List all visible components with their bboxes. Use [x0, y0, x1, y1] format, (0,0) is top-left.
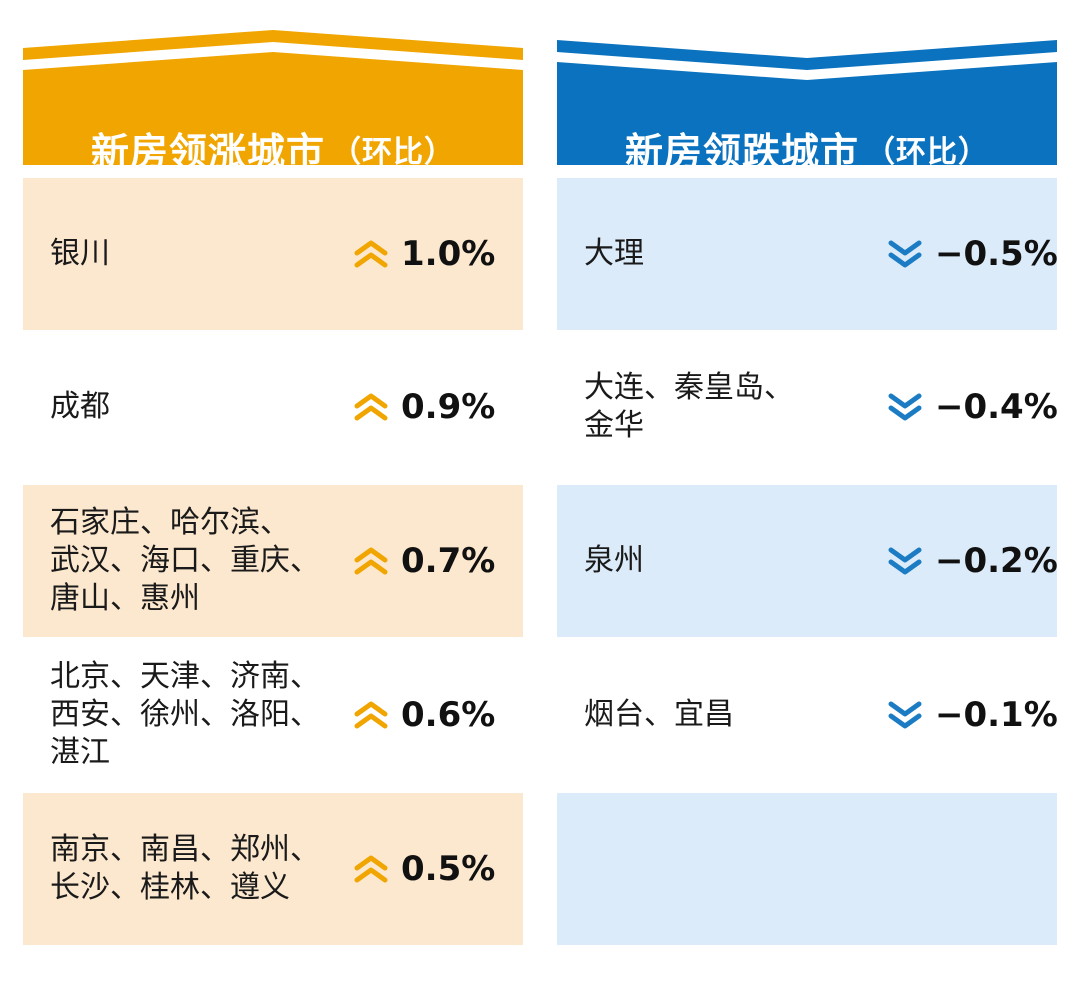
rising-row-change: 0.9%	[353, 331, 495, 483]
rising-row: 北京、天津、济南、 西安、徐州、洛阳、 湛江 0.6%	[23, 639, 523, 791]
falling-row-change: −0.5%	[887, 178, 1058, 330]
falling-header-title: 新房领跌城市 （环比）	[557, 102, 1057, 195]
city-line: 石家庄、哈尔滨、	[50, 505, 290, 540]
city-line: 北京、天津、济南、	[50, 659, 320, 694]
city-line: 西安、徐州、洛阳、	[50, 697, 320, 732]
double-chevron-up-icon	[354, 701, 388, 729]
rising-change-value: 0.7%	[401, 541, 496, 581]
falling-change-value: −0.2%	[935, 541, 1058, 581]
falling-row-cities	[584, 793, 884, 945]
falling-change-value: −0.1%	[935, 695, 1058, 735]
rising-row-change: 0.5%	[353, 793, 495, 945]
city-line: 南京、南昌、郑州、	[50, 832, 320, 867]
falling-change-value: −0.5%	[935, 234, 1058, 274]
falling-cities-panel: 新房领跌城市 （环比） 大理 −0.5% 大连、秦皇岛、 金华 −0.4% 泉州 −0.2%…	[557, 0, 1058, 1001]
city-line: 大理	[584, 236, 644, 271]
falling-title-main: 新房领跌城市	[624, 130, 859, 174]
rising-row-change: 0.7%	[353, 485, 495, 637]
falling-row-cities: 大连、秦皇岛、 金华	[584, 331, 884, 483]
city-line: 湛江	[50, 735, 110, 770]
city-line: 成都	[50, 389, 110, 424]
falling-title-suffix: （环比）	[865, 134, 989, 170]
falling-row: 大连、秦皇岛、 金华 −0.4%	[557, 331, 1058, 483]
double-chevron-down-icon	[888, 547, 922, 575]
falling-row: 烟台、宜昌 −0.1%	[557, 639, 1058, 791]
rising-row-cities: 南京、南昌、郑州、 长沙、桂林、遵义	[50, 793, 350, 945]
rising-header-title: 新房领涨城市 （环比）	[23, 102, 523, 195]
rising-row: 南京、南昌、郑州、 长沙、桂林、遵义 0.5%	[23, 793, 523, 945]
falling-header-banner: 新房领跌城市 （环比）	[557, 30, 1057, 174]
double-chevron-up-icon	[354, 547, 388, 575]
rising-title-suffix: （环比）	[331, 134, 455, 170]
double-chevron-up-icon	[354, 855, 388, 883]
city-line: 长沙、桂林、遵义	[50, 870, 290, 905]
falling-row-change: −0.2%	[887, 485, 1058, 637]
city-line: 唐山、惠州	[50, 581, 200, 616]
rising-row-change: 1.0%	[353, 178, 495, 330]
falling-row-change: −0.1%	[887, 639, 1058, 791]
rising-row-change: 0.6%	[353, 639, 495, 791]
rising-row: 石家庄、哈尔滨、 武汉、海口、重庆、 唐山、惠州 0.7%	[23, 485, 523, 637]
double-chevron-up-icon	[354, 393, 388, 421]
rising-change-value: 0.5%	[401, 849, 496, 889]
falling-row-cities: 泉州	[584, 485, 884, 637]
rising-change-value: 0.6%	[401, 695, 496, 735]
city-line: 银川	[50, 236, 110, 271]
rising-title-main: 新房领涨城市	[90, 130, 325, 174]
double-chevron-up-icon	[354, 240, 388, 268]
falling-row: 泉州 −0.2%	[557, 485, 1058, 637]
rising-row-cities: 成都	[50, 331, 350, 483]
double-chevron-down-icon	[888, 393, 922, 421]
rising-change-value: 1.0%	[401, 234, 496, 274]
city-line: 武汉、海口、重庆、	[50, 543, 320, 578]
rising-cities-panel: 新房领涨城市 （环比） 银川 1.0% 成都 0.9% 石家庄、哈尔滨、 武汉、海口、重庆…	[23, 0, 523, 1001]
city-line: 金华	[584, 408, 644, 443]
falling-row-cities: 大理	[584, 178, 884, 330]
falling-row-cities: 烟台、宜昌	[584, 639, 884, 791]
rising-header-banner: 新房领涨城市 （环比）	[23, 30, 523, 174]
rising-change-value: 0.9%	[401, 387, 496, 427]
double-chevron-down-icon	[888, 701, 922, 729]
rising-row-cities: 银川	[50, 178, 350, 330]
city-line: 大连、秦皇岛、	[584, 370, 794, 405]
falling-row	[557, 793, 1057, 945]
city-line: 烟台、宜昌	[584, 697, 734, 732]
falling-change-value: −0.4%	[935, 387, 1058, 427]
rising-row: 银川 1.0%	[23, 178, 523, 330]
rising-row: 成都 0.9%	[23, 331, 523, 483]
falling-row: 大理 −0.5%	[557, 178, 1058, 330]
rising-row-cities: 石家庄、哈尔滨、 武汉、海口、重庆、 唐山、惠州	[50, 485, 350, 637]
city-line: 泉州	[584, 543, 644, 578]
rising-row-cities: 北京、天津、济南、 西安、徐州、洛阳、 湛江	[50, 639, 350, 791]
falling-row-change: −0.4%	[887, 331, 1058, 483]
double-chevron-down-icon	[888, 240, 922, 268]
